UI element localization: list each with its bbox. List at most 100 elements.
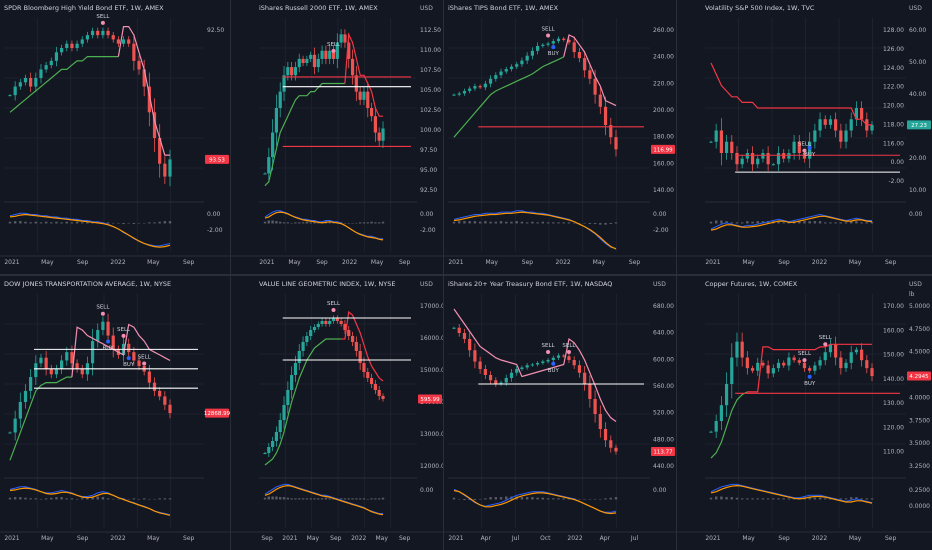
candle-body — [75, 363, 79, 369]
candle-body — [844, 362, 848, 369]
macd-histogram-bar — [735, 222, 739, 224]
chart-panel-treasury-bond[interactable]: SELL SELL BUY 680.00 640.00 600.00 560.00 520.0… — [444, 276, 676, 550]
candle-body — [339, 321, 343, 324]
chart-panel-value-line[interactable]: SELL17000.0016000.0015000.0014000.001300… — [231, 276, 443, 550]
candle-body — [293, 363, 298, 375]
macd-histogram-bar — [798, 221, 801, 224]
candle-body — [766, 153, 770, 165]
macd-signal-line — [9, 213, 171, 248]
macd-histogram-bar — [263, 497, 267, 500]
macd-histogram-bar — [279, 497, 282, 500]
candle-body — [603, 429, 608, 441]
candle-body — [860, 349, 864, 361]
candle-body — [572, 42, 576, 53]
macd-histogram-bar — [55, 221, 58, 224]
trailing-stop-down — [747, 343, 872, 393]
y-axis-tick-label: 4.5000 — [909, 349, 930, 356]
sell-marker — [802, 148, 807, 153]
candle-body — [844, 130, 848, 142]
macd-histogram-bar — [362, 498, 366, 500]
macd-histogram-bar — [301, 222, 305, 224]
chart-panel-dow-transport[interactable]: SELL SELL SELL BUY BUY 12868.99 2021 May Sep 2022… — [0, 276, 230, 550]
candle-body — [18, 82, 22, 87]
currency-label: USD — [420, 281, 433, 288]
y-axis-tick-label: 480.00 — [653, 436, 674, 443]
y-axis-tick-label: 0.00 — [909, 211, 923, 218]
chart-panel-copper[interactable]: SELLSELLBUY5.00004.75004.50004.25004.000… — [677, 276, 932, 550]
macd-histogram-bar — [536, 497, 539, 500]
macd-histogram-bar — [290, 498, 293, 500]
macd-histogram-bar — [127, 222, 130, 224]
sell-marker — [823, 342, 828, 347]
macd-histogram-bar — [305, 498, 309, 500]
trailing-stop-down — [71, 323, 171, 378]
currency-label: USD — [420, 5, 433, 12]
candle-body — [320, 50, 324, 59]
candle-body — [127, 343, 131, 353]
candle-body — [271, 132, 275, 158]
macd-histogram-bar — [536, 222, 539, 224]
y-axis-tick-label: 220.00 — [653, 80, 674, 87]
currency-label: USD — [653, 281, 666, 288]
candle-body — [536, 45, 540, 51]
macd-histogram-bar — [148, 498, 151, 500]
buy-label: BUY — [548, 368, 560, 374]
x-axis-tick-label: Sep — [778, 259, 790, 266]
candle-body — [8, 432, 12, 434]
candle-body — [362, 91, 366, 100]
macd-histogram-bar — [8, 221, 12, 224]
sell-marker — [100, 20, 105, 25]
macd-histogram-bar — [463, 221, 466, 224]
candle-body — [494, 75, 498, 79]
candle-body — [546, 360, 550, 362]
macd-histogram-bar — [317, 498, 320, 500]
candle-body — [373, 116, 377, 133]
x-axis-tick-label: May — [849, 535, 862, 542]
candle-body — [562, 38, 566, 40]
sell-marker — [331, 48, 336, 53]
sell-marker — [546, 33, 551, 38]
candle-body — [101, 321, 105, 330]
candle-body — [792, 357, 796, 361]
candle-body — [520, 367, 524, 369]
x-axis-tick-label: May — [849, 259, 862, 266]
candle-body — [839, 130, 843, 142]
candle-body — [106, 321, 110, 336]
chart-panel-tips-bond[interactable]: SELL BUY 260.00 240.00 220.00 200.00 180.00 160… — [444, 0, 676, 274]
candle-body — [132, 352, 136, 361]
macd-histogram-bar — [50, 497, 53, 500]
macd-histogram-bar — [343, 222, 347, 224]
y-axis-tick-label: 95.00 — [420, 167, 437, 174]
candle-body — [494, 380, 498, 384]
buy-label: BUY — [804, 152, 816, 158]
candle-body — [293, 67, 298, 76]
candle-body — [267, 157, 271, 174]
macd-histogram-bar — [824, 498, 827, 500]
candle-body — [541, 361, 545, 363]
macd-histogram-bar — [609, 222, 612, 225]
chart-panel-high-yield-bond[interactable]: SELL 92.50 0.00 -2.00 93.53 2021 May Sep 2022 May… — [0, 0, 230, 274]
macd-histogram-bar — [381, 497, 385, 500]
macd-histogram-bar — [24, 221, 27, 224]
candle-body — [525, 55, 529, 61]
candle-body — [457, 327, 461, 333]
candle-body — [18, 402, 22, 419]
macd-histogram-bar — [112, 222, 115, 224]
macd-histogram-bar — [730, 222, 733, 224]
candle-body — [562, 355, 566, 357]
x-axis-tick-label: 2022 — [812, 535, 827, 542]
chart-panel-vix[interactable]: SELLBUY60.0050.0040.0030.0020.0010.000.0… — [677, 0, 932, 274]
macd-histogram-bar — [374, 222, 377, 224]
macd-histogram-bar — [604, 222, 607, 225]
y-axis-tick-label: 100.00 — [420, 127, 441, 134]
chart-panel-russell-2000[interactable]: SELL 112.50 110.00 107.50 105.00 102.50 100.00… — [231, 0, 443, 274]
macd-histogram-bar — [850, 497, 853, 500]
candle-body — [834, 119, 838, 131]
macd-histogram-bar — [81, 222, 84, 224]
candle-body — [849, 352, 853, 363]
macd-histogram-bar — [609, 497, 612, 500]
candle-body — [44, 65, 48, 70]
macd-histogram-bar — [531, 497, 534, 500]
candle-body — [335, 42, 339, 59]
y-axis-tick-label: 200.00 — [653, 107, 674, 114]
